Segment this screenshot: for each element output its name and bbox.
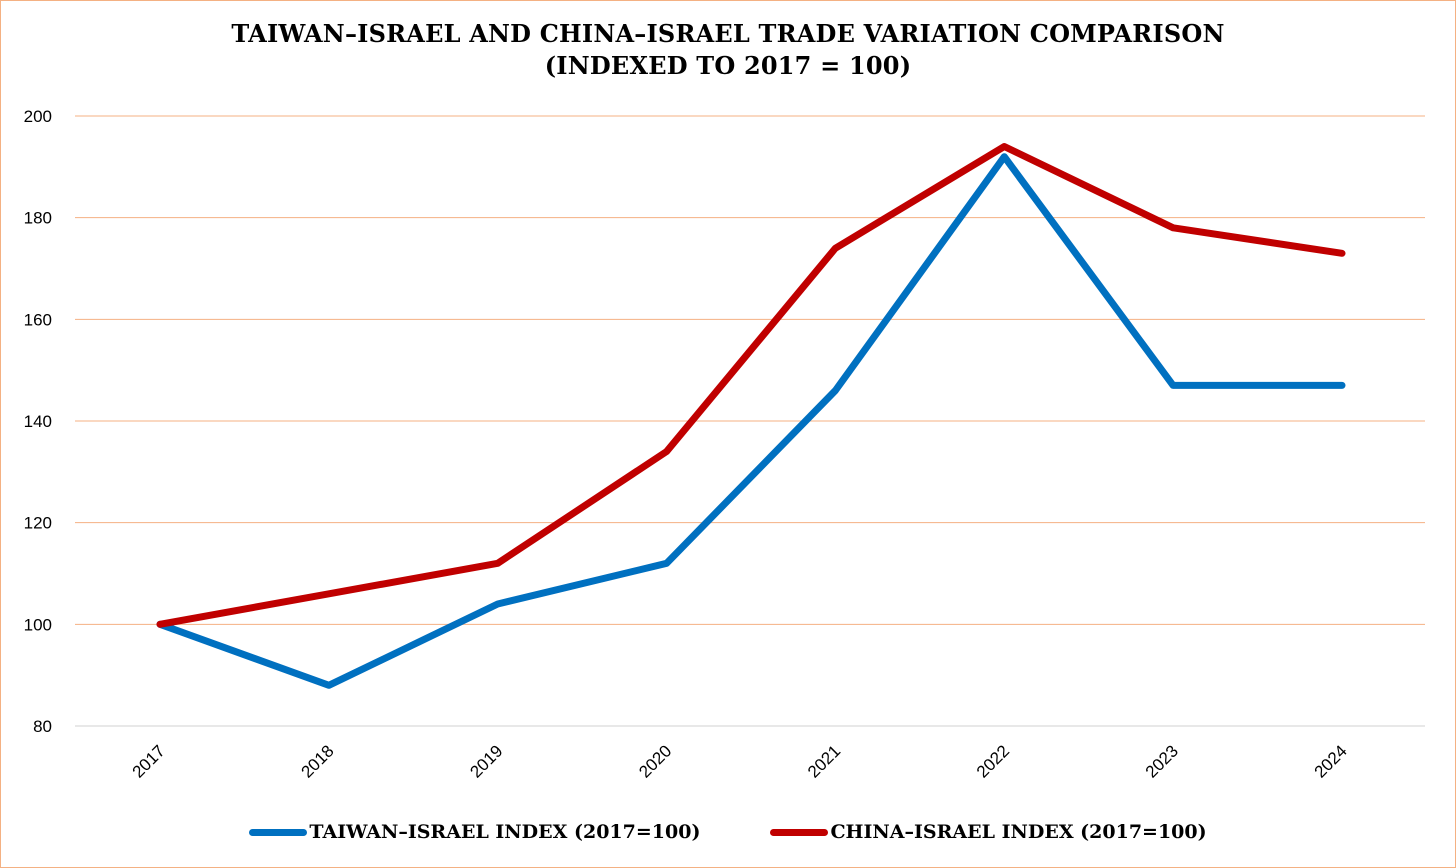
x-tick-label-2024: 2024	[1311, 741, 1351, 781]
y-tick-label-100: 100	[24, 615, 52, 634]
legend-swatch-china	[770, 828, 829, 836]
chart-title-block: TAIWAN–ISRAEL AND CHINA–ISRAEL TRADE VAR…	[0, 18, 1456, 82]
y-tick-label-200: 200	[24, 107, 52, 126]
series-line-taiwan	[156, 153, 1346, 689]
chart-title: TAIWAN–ISRAEL AND CHINA–ISRAEL TRADE VAR…	[231, 19, 1225, 48]
y-axis-ticks: 80 100 120 140 160 180 200	[24, 107, 52, 736]
legend-item-taiwan: TAIWAN–ISRAEL INDEX (2017=100)	[249, 821, 700, 843]
y-tick-label-140: 140	[24, 412, 52, 431]
x-tick-label-2017: 2017	[129, 741, 169, 781]
legend: TAIWAN–ISRAEL INDEX (2017=100) CHINA–ISR…	[0, 812, 1456, 852]
series-lines	[156, 143, 1346, 689]
legend-label-taiwan: TAIWAN–ISRAEL INDEX (2017=100)	[309, 821, 701, 843]
gridlines	[75, 115, 1425, 727]
x-tick-label-2018: 2018	[298, 741, 338, 781]
y-tick-label-80: 80	[33, 717, 52, 736]
x-tick-label-2023: 2023	[1142, 741, 1182, 781]
x-tick-label-2021: 2021	[804, 741, 844, 781]
legend-label-china: CHINA–ISRAEL INDEX (2017=100)	[830, 821, 1207, 843]
y-tick-label-180: 180	[24, 209, 52, 228]
series-line-china	[156, 143, 1346, 628]
y-tick-label-160: 160	[24, 310, 52, 329]
chart-subtitle: (INDEXED TO 2017 = 100)	[544, 51, 912, 80]
x-axis-ticks: 2017 2018 2019 2020 2021 2022 2023 2024	[129, 741, 1351, 781]
x-tick-label-2019: 2019	[466, 741, 506, 781]
x-tick-label-2022: 2022	[973, 741, 1013, 781]
legend-item-china: CHINA–ISRAEL INDEX (2017=100)	[770, 821, 1207, 843]
x-tick-label-2020: 2020	[635, 741, 675, 781]
legend-swatch-taiwan	[249, 828, 308, 836]
y-tick-label-120: 120	[24, 514, 52, 533]
